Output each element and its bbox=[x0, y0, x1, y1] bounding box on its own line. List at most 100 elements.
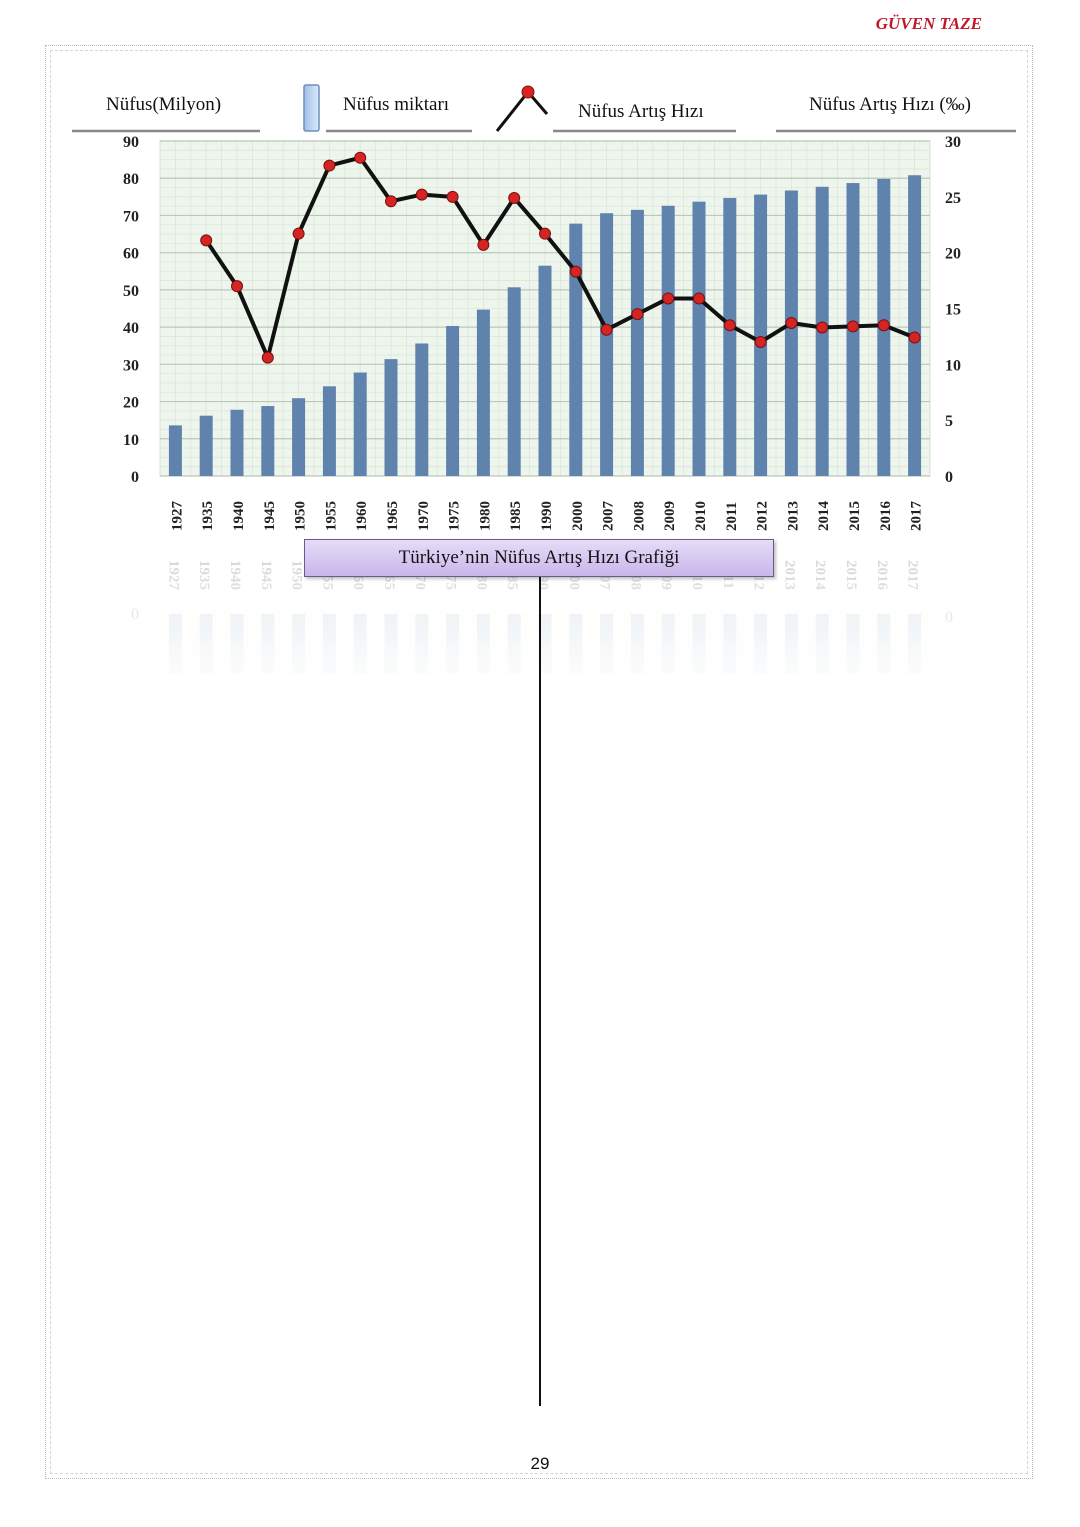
population-bar bbox=[415, 343, 429, 476]
left-tick-label: 50 bbox=[123, 283, 139, 300]
x-tick-label: 2008 bbox=[631, 501, 647, 531]
growth-rate-point bbox=[816, 321, 829, 334]
author-name: GÜVEN TAZE bbox=[875, 14, 982, 33]
growth-rate-point bbox=[200, 234, 213, 247]
x-tick-label: 2012 bbox=[755, 501, 771, 531]
growth-rate-point bbox=[323, 159, 336, 172]
x-tick-label: 2014 bbox=[816, 501, 832, 532]
population-bar bbox=[507, 287, 521, 476]
population-bar bbox=[261, 406, 275, 476]
growth-rate-point bbox=[723, 319, 736, 332]
growth-rate-point bbox=[877, 319, 890, 332]
x-tick-label: 1950 bbox=[293, 501, 309, 531]
x-tick-label: 1927 bbox=[169, 501, 185, 532]
growth-rate-point bbox=[446, 190, 459, 203]
left-tick-label: 60 bbox=[123, 246, 139, 263]
left-axis-title: Nüfus(Milyon) bbox=[106, 94, 221, 115]
x-axis-labels: 1927 1935 1940 1945 1950 1955 1960 1965 1970 1975… bbox=[169, 501, 924, 532]
x-tick-label: 2007 bbox=[601, 501, 617, 532]
growth-rate-point bbox=[631, 308, 644, 321]
population-bar bbox=[322, 386, 336, 476]
population-bar bbox=[168, 425, 182, 476]
growth-rate-point bbox=[847, 320, 859, 333]
population-bar bbox=[384, 359, 398, 476]
left-axis-ticks: 0 10 20 30 40 50 60 70 80 90 bbox=[123, 134, 139, 486]
x-tick-label: 2009 bbox=[662, 501, 678, 531]
page-number: 29 bbox=[530, 1454, 550, 1473]
population-bar bbox=[630, 209, 644, 476]
population-bar bbox=[692, 201, 706, 476]
x-tick-label: 1990 bbox=[539, 501, 555, 531]
x-tick-label: 1975 bbox=[447, 501, 463, 531]
x-tick-label: 2016 bbox=[878, 501, 894, 532]
growth-rate-point bbox=[662, 292, 675, 305]
right-axis-title: Nüfus Artış Hızı (‰) bbox=[809, 94, 971, 115]
growth-rate-point bbox=[539, 227, 551, 240]
x-tick-label: 2017 bbox=[909, 501, 925, 532]
right-tick-label: 5 bbox=[945, 413, 953, 430]
growth-rate-point bbox=[415, 188, 428, 201]
left-tick-label: 30 bbox=[123, 357, 139, 374]
page-border-inner bbox=[50, 50, 1028, 1474]
chart-caption: Türkiye’nin Nüfus Artış Hızı Grafiği bbox=[304, 539, 774, 577]
bar-legend-swatch bbox=[303, 84, 320, 132]
x-tick-label: 2015 bbox=[847, 501, 863, 531]
right-tick-label: 25 bbox=[945, 190, 961, 207]
x-tick-label: 1970 bbox=[416, 501, 432, 531]
line-legend-label: Nüfus Artış Hızı bbox=[578, 101, 704, 122]
left-tick-label: 90 bbox=[123, 134, 139, 151]
growth-rate-point bbox=[231, 280, 243, 293]
right-tick-label: 10 bbox=[945, 357, 961, 374]
bar-legend-label: Nüfus miktarı bbox=[343, 94, 449, 115]
left-tick-label: 20 bbox=[123, 395, 139, 412]
growth-rate-point bbox=[385, 195, 397, 208]
growth-rate-line bbox=[200, 151, 921, 364]
population-bar bbox=[723, 197, 737, 476]
x-tick-label: 1980 bbox=[477, 501, 493, 531]
growth-rate-point bbox=[477, 238, 490, 251]
population-bar bbox=[476, 309, 490, 476]
population-bar bbox=[754, 194, 768, 476]
growth-rate-point bbox=[754, 336, 767, 348]
population-bar bbox=[600, 213, 614, 476]
growth-rate-point bbox=[600, 323, 613, 336]
population-bar bbox=[446, 325, 460, 476]
vertical-divider-line bbox=[539, 577, 541, 1406]
x-tick-label: 1965 bbox=[385, 501, 401, 531]
right-tick-label: 15 bbox=[945, 302, 961, 319]
population-bar bbox=[199, 415, 213, 476]
left-tick-label: 70 bbox=[123, 208, 139, 225]
population-bar bbox=[661, 205, 675, 476]
growth-rate-point bbox=[908, 331, 921, 344]
right-tick-label: 20 bbox=[945, 246, 961, 263]
left-tick-label: 80 bbox=[123, 171, 139, 188]
population-bar bbox=[538, 265, 552, 476]
growth-rate-point bbox=[261, 351, 274, 364]
growth-rate-point bbox=[508, 191, 521, 204]
growth-rate-point bbox=[354, 151, 367, 164]
left-tick-label: 40 bbox=[123, 320, 139, 337]
population-bar bbox=[230, 409, 244, 476]
population-bars bbox=[168, 175, 922, 477]
left-tick-label: 10 bbox=[123, 432, 139, 449]
population-bar bbox=[353, 372, 367, 476]
growth-rate-point bbox=[693, 292, 705, 305]
population-bar bbox=[784, 190, 798, 476]
x-tick-label: 1935 bbox=[200, 501, 216, 531]
population-bar bbox=[292, 398, 306, 476]
growth-rate-point bbox=[785, 317, 798, 330]
right-tick-label: 30 bbox=[945, 134, 961, 151]
population-bar bbox=[569, 223, 583, 476]
right-tick-label: 0 bbox=[945, 469, 953, 486]
x-tick-label: 2000 bbox=[570, 501, 586, 531]
population-bar bbox=[908, 175, 922, 476]
x-tick-label: 2011 bbox=[724, 502, 740, 531]
left-tick-label: 0 bbox=[131, 469, 139, 486]
right-axis-ticks: 0 5 10 15 20 25 30 bbox=[945, 134, 961, 486]
x-tick-label: 1945 bbox=[262, 501, 278, 531]
growth-rate-point bbox=[569, 265, 582, 278]
x-tick-label: 1940 bbox=[231, 501, 247, 531]
x-tick-label: 2010 bbox=[693, 501, 709, 531]
x-tick-label: 1955 bbox=[323, 501, 339, 531]
x-tick-label: 1960 bbox=[354, 501, 370, 531]
